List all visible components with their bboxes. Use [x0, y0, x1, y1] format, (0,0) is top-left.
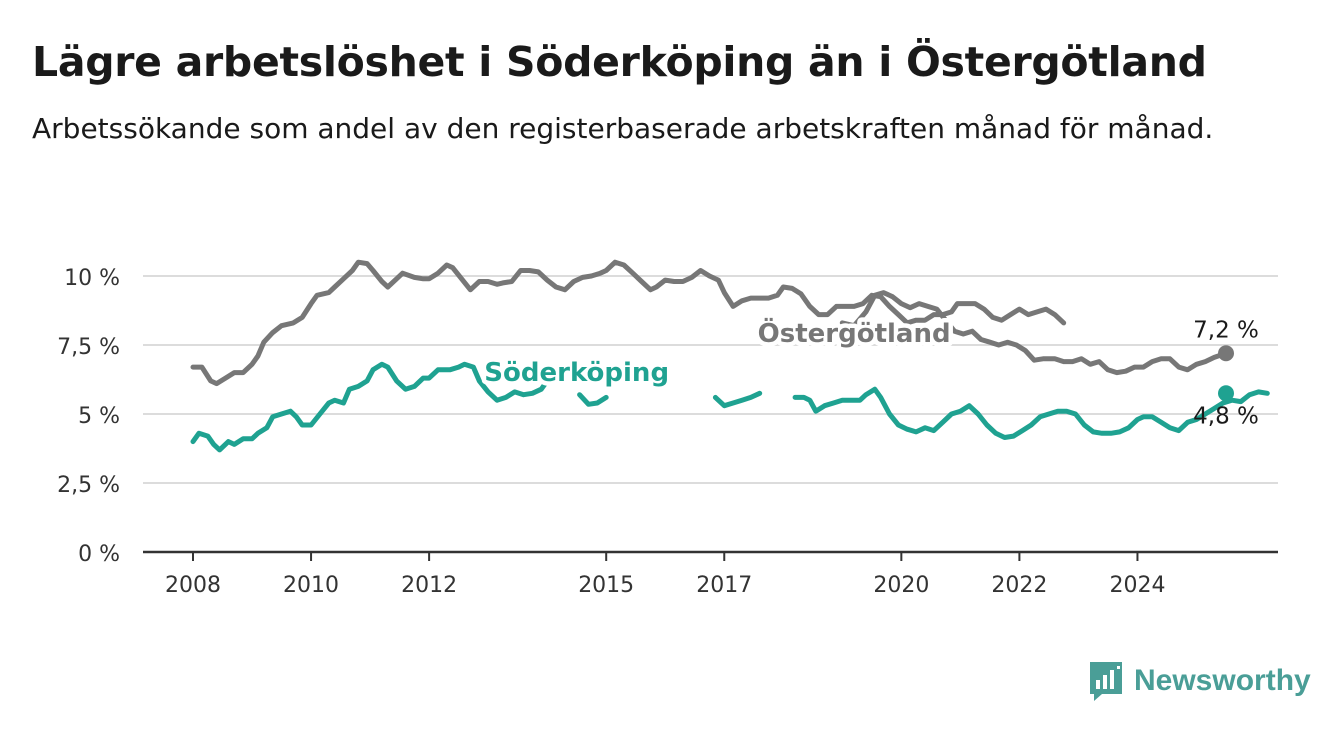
series-line--sterg-tland-0: [190, 259, 1067, 387]
x-tick-label: 2024: [1109, 573, 1165, 598]
series-line-s-derk-ping-0: [190, 361, 556, 453]
y-axis: 0 % 2,5 % 5 % 7,5 % 10 %: [57, 266, 120, 567]
end-point--sterg-tland: [1218, 345, 1234, 362]
series-line-s-derk-ping-3: [712, 390, 763, 409]
gridlines: [143, 275, 1278, 484]
series-line-s-derk-ping-2: [650, 372, 665, 381]
series-line-s-derk-ping-4: [792, 386, 1270, 440]
brand-name: Newsworthy: [1134, 664, 1311, 697]
chart-title: Lägre arbetslöshet i Söderköping än i Ös…: [32, 38, 1207, 86]
y-tick-label: 10 %: [64, 266, 120, 291]
brand-logo: Newsworthy: [1088, 660, 1311, 702]
end-label-s-derk-ping: 4,8 %: [1193, 403, 1259, 429]
chart-subtitle: Arbetssökande som andel av den registerb…: [32, 112, 1214, 145]
x-tick-label: 2022: [991, 573, 1047, 598]
x-tick-label: 2015: [578, 573, 634, 598]
x-tick-label: 2020: [873, 573, 929, 598]
series-lines: [190, 259, 1270, 453]
series-label-s-derk-ping: Söderköping: [484, 358, 669, 388]
y-tick-label: 2,5 %: [57, 473, 120, 498]
series-label-halo-s-derk-ping: Söderköping: [484, 358, 669, 388]
x-tick-label: 2008: [165, 573, 221, 598]
y-tick-label: 0 %: [78, 542, 120, 567]
end-point-s-derk-ping: [1218, 385, 1234, 402]
y-tick-label: 5 %: [78, 404, 120, 429]
y-tick-label: 7,5 %: [57, 335, 120, 360]
x-tick-label: 2012: [401, 573, 457, 598]
x-tick-label: 2017: [696, 573, 752, 598]
x-tick-label: 2010: [283, 573, 339, 598]
series-label-halo--sterg-tland: Östergötland: [758, 316, 951, 349]
end-label--sterg-tland: 7,2 %: [1193, 317, 1259, 343]
series-label--sterg-tland: Östergötland: [758, 316, 951, 349]
series-line-s-derk-ping-1: [577, 392, 609, 407]
series-line--sterg-tland-1: [839, 290, 1229, 376]
bar-chart-icon: [1090, 662, 1122, 701]
x-axis: 2008 2010 2012 2015 2017 2020 2022 2024: [143, 550, 1278, 598]
